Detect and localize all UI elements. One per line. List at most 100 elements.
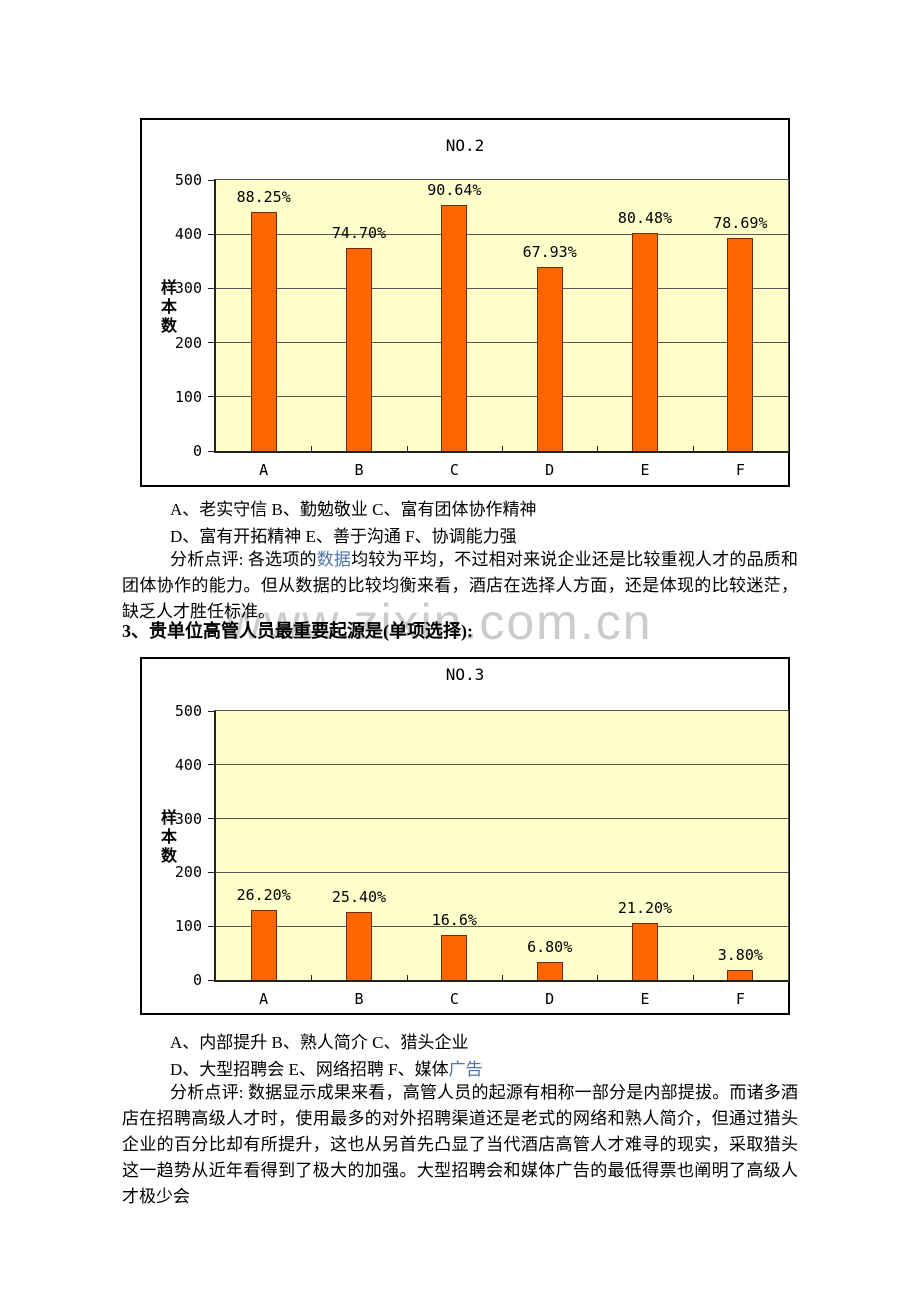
y-tick-mark bbox=[208, 287, 214, 289]
x-tick-mark bbox=[502, 975, 503, 980]
bar-D bbox=[536, 267, 563, 451]
chart-no2-y-axis-label: 样本数 bbox=[158, 278, 175, 336]
x-category-label-C: C bbox=[449, 990, 459, 1008]
bar-value-label-A: 88.25% bbox=[236, 188, 291, 206]
gridline-300 bbox=[216, 287, 788, 289]
q2-analysis-paragraph: 分析点评: 各选项的数据均较为平均，不过相对来说企业还是比较重视人才的品质和团体… bbox=[122, 547, 798, 625]
chart-no2-plot-area: 0 100 200 300 400 500 88.25% A 74.70% B 90.64% C 67.… bbox=[175, 171, 789, 479]
x-category-label-A: A bbox=[259, 990, 269, 1008]
bar-value-label-C: 90.64% bbox=[427, 181, 482, 199]
question3-heading: 3、贵单位高管人员最重要起源是(单项选择): bbox=[122, 621, 473, 641]
x-tick-mark bbox=[692, 975, 694, 980]
chart-no2-title: NO.2 bbox=[445, 136, 485, 155]
y-tick-mark bbox=[208, 233, 214, 235]
bar-value-label-B: 25.40% bbox=[331, 888, 387, 906]
x-category-label-F: F bbox=[735, 990, 745, 1008]
y-tick-label: 200 bbox=[174, 863, 202, 882]
gridline-300 bbox=[216, 818, 788, 820]
x-tick-mark bbox=[692, 446, 694, 451]
y-tick-label: 500 bbox=[174, 702, 202, 720]
x-category-label-F: F bbox=[735, 461, 745, 479]
y-tick-mark bbox=[208, 396, 214, 398]
bar-F bbox=[727, 970, 754, 980]
q3-options-line1: A、内部提升 B、熟人简介 C、猎头企业 bbox=[170, 1033, 469, 1052]
bar-value-label-F: 78.69% bbox=[713, 214, 768, 232]
bar-value-label-A: 26.20% bbox=[236, 886, 291, 904]
bar-value-label-B: 74.70% bbox=[331, 224, 387, 242]
bar-A bbox=[250, 910, 277, 980]
x-tick-mark bbox=[406, 975, 408, 980]
bar-C bbox=[441, 935, 468, 980]
x-category-label-C: C bbox=[449, 461, 459, 479]
y-tick-label: 0 bbox=[192, 442, 202, 460]
q3-options-line2: D、大型招聘会 E、网络招聘 F、媒体广告 bbox=[170, 1057, 483, 1083]
y-tick-label: 500 bbox=[174, 171, 202, 189]
x-tick-mark bbox=[597, 975, 599, 980]
q2-analysis-prefix: 分析点评: 各选项的 bbox=[170, 550, 317, 569]
x-category-label-A: A bbox=[259, 461, 269, 479]
bar-value-label-F: 3.80% bbox=[717, 946, 763, 964]
y-tick-label: 100 bbox=[174, 917, 202, 936]
y-tick-mark bbox=[208, 710, 214, 712]
y-tick-label: 200 bbox=[174, 333, 202, 352]
y-tick-label: 100 bbox=[174, 387, 202, 406]
y-tick-label: 300 bbox=[174, 809, 202, 828]
bar-C bbox=[441, 205, 468, 451]
x-tick-mark bbox=[502, 446, 503, 451]
q3-options-line2-prefix: D、大型招聘会 E、网络招聘 F、媒体 bbox=[170, 1060, 449, 1079]
x-category-label-E: E bbox=[640, 461, 650, 479]
bar-value-label-C: 16.6% bbox=[431, 911, 477, 929]
q3-ad-link[interactable]: 广告 bbox=[448, 1060, 483, 1079]
x-category-label-D: D bbox=[545, 461, 555, 479]
q2-analysis-suffix: 均较为平均，不过相对来说企业还是比较重视人才的品质和团体协作的能力。但从数据的比… bbox=[122, 550, 798, 621]
q2-options-line2: D、富有开拓精神 E、善于沟通 F、协调能力强 bbox=[170, 527, 517, 546]
x-category-label-D: D bbox=[545, 990, 555, 1008]
chart-no3-plot-area: 0 100 200 300 400 500 26.20% A 25.40% B 16.6% C 6.80… bbox=[175, 702, 789, 1008]
bar-F bbox=[727, 238, 754, 451]
x-tick-mark bbox=[311, 446, 313, 451]
y-tick-mark bbox=[208, 764, 214, 766]
q2-data-link[interactable]: 数据 bbox=[316, 550, 352, 569]
y-tick-label: 400 bbox=[174, 225, 202, 244]
gridline-100 bbox=[216, 396, 788, 398]
x-category-label-E: E bbox=[640, 990, 650, 1008]
y-tick-mark bbox=[208, 179, 214, 181]
bar-value-label-D: 6.80% bbox=[527, 938, 573, 956]
q3-analysis-paragraph: 分析点评: 数据显示成果来看，高管人员的起源有相称一部分是内部提拔。而诸多酒店在… bbox=[122, 1080, 798, 1210]
x-tick-mark bbox=[406, 446, 408, 451]
y-tick-mark bbox=[208, 925, 214, 927]
bar-E bbox=[632, 923, 658, 980]
x-category-label-B: B bbox=[354, 461, 364, 479]
bar-D bbox=[536, 962, 563, 980]
y-tick-mark bbox=[208, 342, 214, 344]
q3-analysis-body: 数据显示成果来看，高管人员的起源有相称一部分是内部提拔。而诸多酒店在招聘高级人才… bbox=[122, 1083, 798, 1206]
bar-B bbox=[346, 912, 372, 980]
gridline-200 bbox=[216, 342, 788, 344]
chart-no3-y-axis-label: 样本数 bbox=[158, 808, 175, 866]
y-tick-label: 0 bbox=[192, 971, 202, 989]
gridline-100 bbox=[216, 925, 788, 927]
bar-value-label-E: 80.48% bbox=[617, 209, 673, 227]
bar-E bbox=[632, 233, 658, 451]
bar-A bbox=[250, 212, 277, 451]
y-tick-mark bbox=[208, 979, 214, 981]
gridline-400 bbox=[216, 233, 788, 235]
bar-value-label-D: 67.93% bbox=[522, 243, 577, 261]
gridline-400 bbox=[216, 764, 788, 766]
gridline-200 bbox=[216, 871, 788, 873]
chart-no3: NO.3 样本数 0 100 200 300 400 500 26.20% A 25.40% B 1… bbox=[140, 657, 790, 1015]
bar-B bbox=[346, 248, 372, 451]
watermark-text: www.zixin.com.cn bbox=[226, 594, 653, 650]
q3-analysis-prefix: 分析点评: bbox=[170, 1083, 248, 1102]
x-category-label-B: B bbox=[354, 990, 364, 1008]
y-tick-label: 400 bbox=[174, 755, 202, 774]
y-tick-mark bbox=[208, 450, 214, 452]
y-tick-mark bbox=[208, 818, 214, 820]
q2-options-line1: A、老实守信 B、勤勉敬业 C、富有团体协作精神 bbox=[170, 500, 537, 519]
chart-no3-title: NO.3 bbox=[445, 665, 485, 684]
y-tick-mark bbox=[208, 871, 214, 873]
bar-value-label-E: 21.20% bbox=[617, 899, 673, 917]
x-tick-mark bbox=[311, 975, 313, 980]
chart-no2: NO.2 样本数 0 100 200 300 400 500 88.25% A 74.70% B 9… bbox=[140, 118, 790, 487]
